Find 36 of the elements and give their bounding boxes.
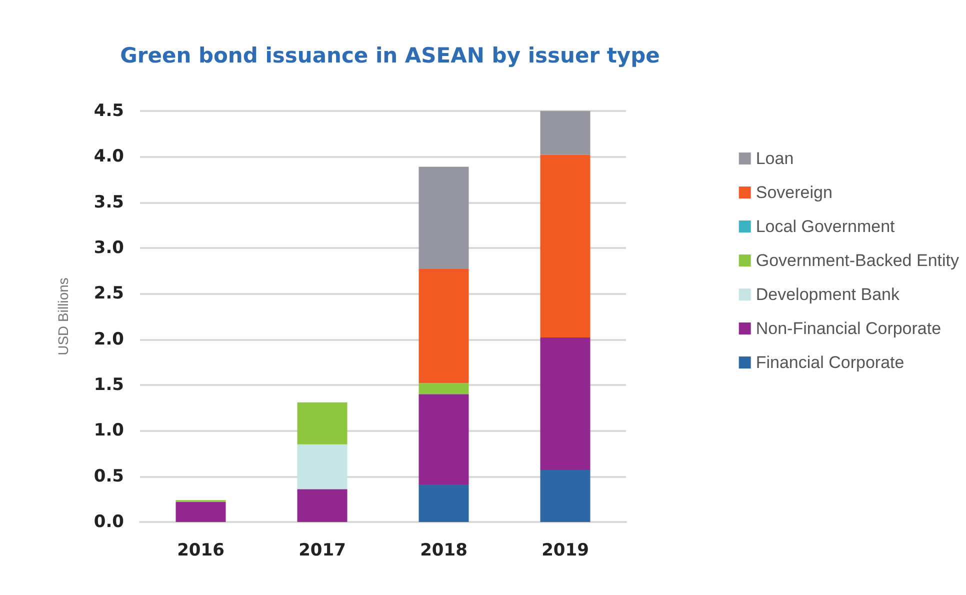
legend-label: Development Bank (756, 285, 900, 304)
y-tick-label: 3.0 (94, 238, 124, 258)
bar (418, 383, 469, 394)
x-tick-label: 2016 (177, 540, 224, 560)
bar (418, 166, 469, 270)
y-tick-label: 1.5 (94, 375, 124, 395)
legend-label: Local Government (756, 217, 896, 236)
legend-label: Financial Corporate (756, 353, 904, 372)
bar (418, 269, 469, 384)
legend-label: Loan (756, 149, 794, 168)
legend-label: Non-Financial Corporate (756, 319, 942, 338)
bar (540, 338, 590, 470)
bar (540, 154, 590, 338)
y-tick-label: 4.5 (94, 101, 124, 121)
y-tick-label: 3.5 (94, 192, 124, 212)
y-tick-label: 0.0 (94, 512, 124, 532)
y-tick-label: 4.0 (94, 146, 124, 167)
bar (540, 111, 590, 155)
y-tick-label: 0.5 (94, 466, 124, 486)
y-axis-title: USD Billions (55, 278, 71, 356)
bar (418, 394, 469, 485)
y-tick-label: 2.5 (94, 284, 124, 304)
legend-label: Government-Backed Entity (756, 251, 960, 270)
x-tick-label: 2018 (420, 540, 468, 560)
y-tick-label: 1.0 (94, 420, 124, 441)
bar (297, 444, 348, 490)
bar (176, 502, 226, 522)
y-tick-label: 2.0 (94, 329, 124, 350)
x-tick-label: 2017 (298, 540, 346, 560)
bar (418, 484, 469, 522)
legend-label: Sovereign (756, 183, 832, 202)
x-tick-label: 2019 (542, 540, 589, 560)
bar (540, 470, 590, 522)
chart-title: Green bond issuance in ASEAN by issuer type (120, 44, 660, 68)
bar (297, 402, 348, 444)
bar (297, 489, 348, 522)
